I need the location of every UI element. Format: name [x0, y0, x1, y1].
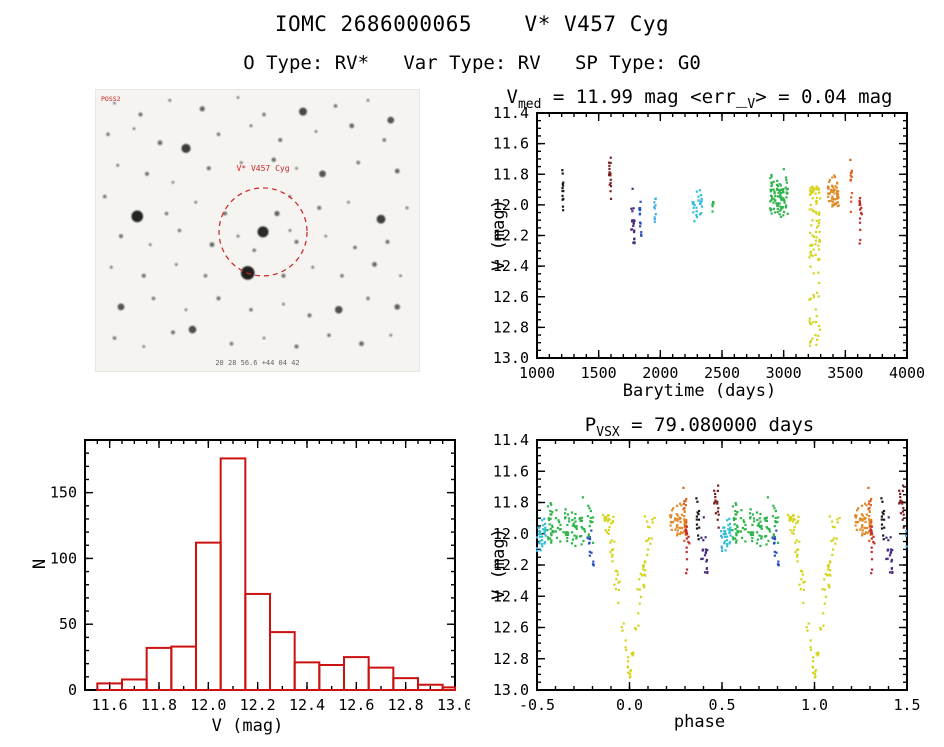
- svg-text:11.4: 11.4: [493, 431, 529, 449]
- axis-ticks: [536, 439, 908, 691]
- svg-text:12.6: 12.6: [493, 288, 529, 306]
- page-subtitle: O Type: RV* Var Type: RV SP Type: G0: [243, 52, 701, 74]
- svg-text:12.8: 12.8: [493, 318, 529, 336]
- svg-text:3000: 3000: [766, 364, 802, 382]
- svg-text:-0.5: -0.5: [519, 696, 555, 714]
- histogram-xlabel: V (mag): [211, 716, 284, 736]
- finder-survey-label: POSS2: [101, 95, 121, 103]
- lightcurve-title: Vmed = 11.99 mag <err_V> = 0.04 mag: [455, 86, 944, 112]
- svg-text:50: 50: [59, 615, 77, 633]
- phase-title: PVSX = 79.080000 days: [455, 414, 944, 440]
- lightcurve-plot: 1000 1500 2000 2500 3000 3500 4000 11.4 11.6 11.8…: [493, 104, 925, 382]
- svg-text:2500: 2500: [704, 364, 740, 382]
- svg-text:12.4: 12.4: [493, 257, 529, 275]
- histogram-ylabel: N: [30, 558, 50, 570]
- svg-text:12.4: 12.4: [493, 587, 529, 605]
- axis-ticks: [536, 112, 908, 359]
- svg-text:13.0: 13.0: [437, 696, 470, 714]
- svg-text:1500: 1500: [581, 364, 617, 382]
- svg-text:100: 100: [50, 549, 77, 567]
- finder-target-label: V* V457 Cyg: [237, 164, 290, 173]
- svg-text:12.8: 12.8: [388, 696, 424, 714]
- svg-text:12.6: 12.6: [493, 619, 529, 637]
- svg-text:11.6: 11.6: [92, 696, 128, 714]
- svg-text:12.0: 12.0: [190, 696, 226, 714]
- phase-points: [535, 484, 908, 679]
- histogram-bars: [96, 457, 456, 692]
- tick-labels: -0.5 0.0 0.5 1.0 1.5 11.4 11.6 11.8 12.0 12.2 12.4…: [493, 431, 921, 714]
- svg-text:11.8: 11.8: [141, 696, 177, 714]
- svg-text:11.8: 11.8: [493, 165, 529, 183]
- phase-xlabel: phase: [673, 712, 726, 732]
- svg-text:1.0: 1.0: [801, 696, 828, 714]
- svg-text:0.5: 0.5: [708, 696, 735, 714]
- finder-coords-label: 20 28 56.6 +44 04 42: [215, 359, 299, 367]
- svg-text:12.8: 12.8: [493, 650, 529, 668]
- svg-text:13.0: 13.0: [493, 349, 529, 367]
- svg-text:11.8: 11.8: [493, 494, 529, 512]
- svg-text:0.0: 0.0: [616, 696, 643, 714]
- svg-text:12.2: 12.2: [493, 227, 529, 245]
- lightcurve-points: [561, 156, 863, 347]
- svg-text:12.0: 12.0: [493, 196, 529, 214]
- svg-text:1.5: 1.5: [893, 696, 920, 714]
- finder-chart: POSS2 V* V457 Cyg 20 28 56.6 +44 04 42: [95, 89, 420, 372]
- svg-text:12.0: 12.0: [493, 525, 529, 543]
- page-title: IOMC 2686000065 V* V457 Cyg: [274, 12, 670, 36]
- histogram-plot: 11.6 11.8 12.0 12.2 12.4 12.6 12.8 13.0 0 50 100 15…: [50, 439, 470, 714]
- phase-title-text: PVSX = 79.080000 days: [584, 414, 815, 440]
- tick-labels: 1000 1500 2000 2500 3000 3500 4000 11.4 11.6 11.8…: [493, 104, 925, 382]
- svg-text:11.4: 11.4: [493, 104, 529, 122]
- svg-text:12.4: 12.4: [289, 696, 325, 714]
- lightcurve-title-text: Vmed = 11.99 mag <err_V> = 0.04 mag: [506, 86, 893, 112]
- svg-text:150: 150: [50, 484, 77, 502]
- svg-text:12.2: 12.2: [240, 696, 276, 714]
- svg-text:11.6: 11.6: [493, 462, 529, 480]
- svg-text:0: 0: [68, 681, 77, 699]
- axes-frame: [536, 112, 908, 359]
- svg-text:1000: 1000: [519, 364, 555, 382]
- svg-text:11.6: 11.6: [493, 135, 529, 153]
- lightcurve-xlabel: Barytime (days): [622, 381, 777, 401]
- svg-text:12.6: 12.6: [338, 696, 374, 714]
- target-circle: [218, 187, 308, 277]
- svg-text:13.0: 13.0: [493, 681, 529, 699]
- svg-text:4000: 4000: [889, 364, 925, 382]
- svg-text:12.2: 12.2: [493, 556, 529, 574]
- phase-plot: -0.5 0.0 0.5 1.0 1.5 11.4 11.6 11.8 12.0 12.2 12.4…: [493, 431, 921, 714]
- star-field: [102, 96, 409, 349]
- svg-text:2000: 2000: [642, 364, 678, 382]
- tick-labels: 11.6 11.8 12.0 12.2 12.4 12.6 12.8 13.0 0 50 100 15…: [50, 484, 470, 714]
- lightcurve-ylabel: V (mag): [489, 199, 509, 271]
- phase-ylabel: V (mag): [489, 528, 509, 600]
- finder-background: [95, 89, 420, 372]
- svg-text:3500: 3500: [827, 364, 863, 382]
